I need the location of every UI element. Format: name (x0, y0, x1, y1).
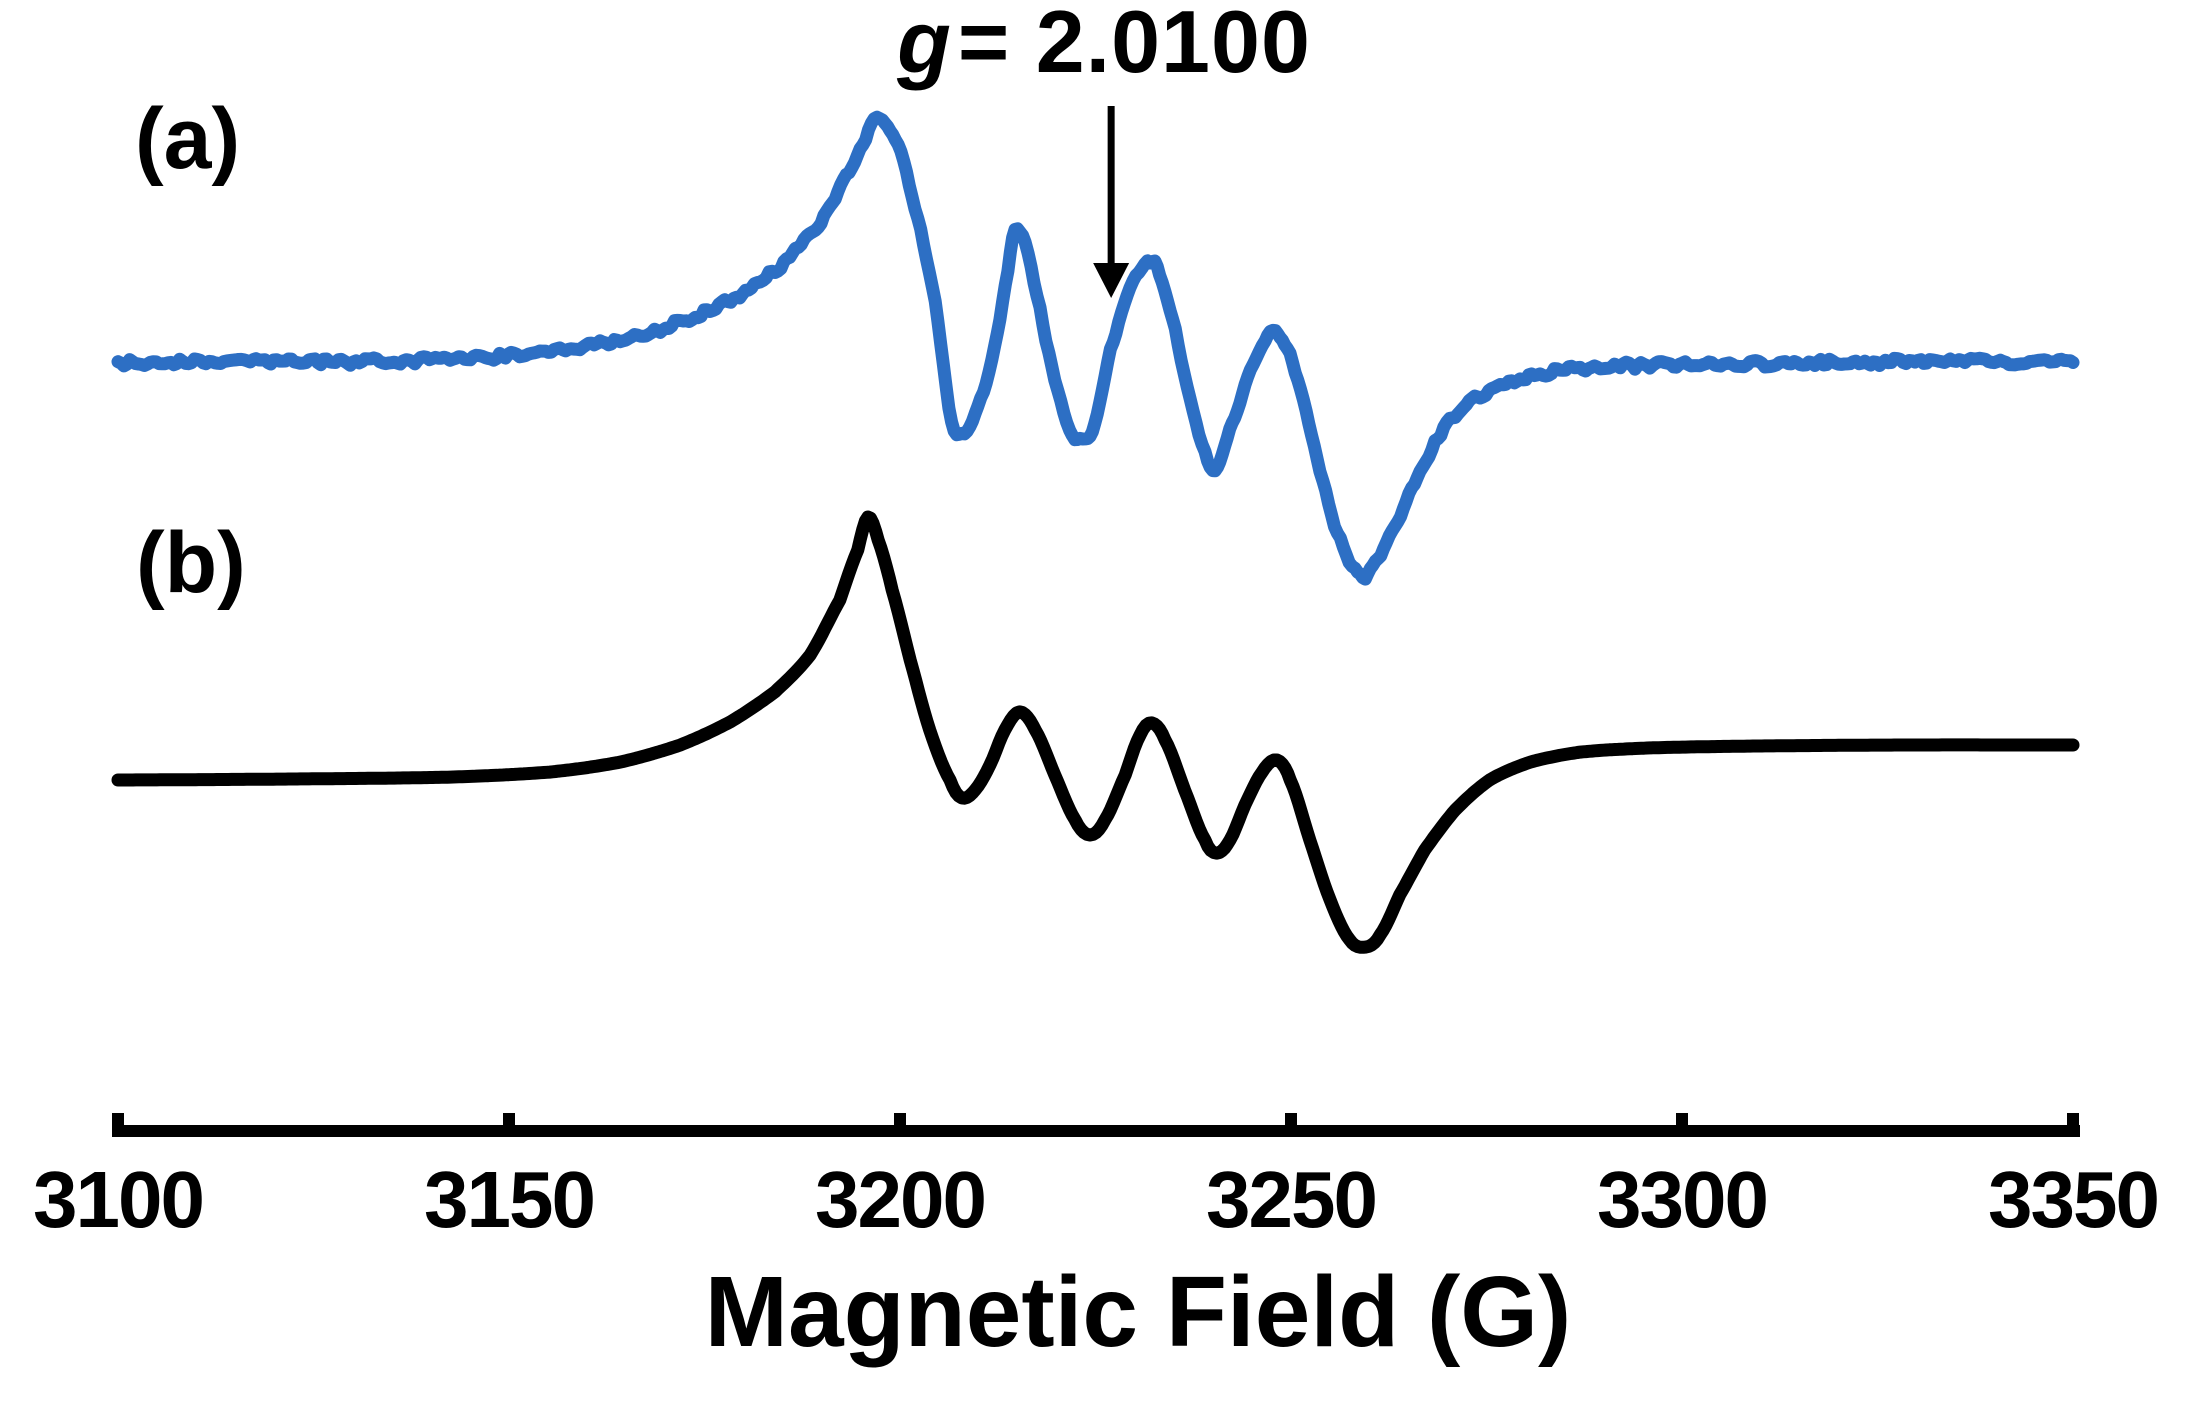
b-simulated-epr-spectrum-curve (111, 510, 2080, 954)
x-tick-label: 3300 (1597, 1155, 1769, 1244)
x-axis-title: Magnetic Field (G) (704, 1256, 1572, 1368)
g-symbol: g (897, 0, 952, 91)
x-tick-label: 3250 (1206, 1155, 1378, 1244)
x-tick-label: 3100 (33, 1155, 205, 1244)
a-experimental-epr-spectrum-curve (111, 110, 2080, 586)
x-tick-label: 3200 (815, 1155, 987, 1244)
panel-label-b: (b) (136, 515, 246, 611)
x-tick-label: 3350 (1988, 1155, 2160, 1244)
panel-label-a: (a) (135, 91, 241, 187)
g-value-text: = 2.0100 (957, 0, 1311, 91)
x-tick-label: 3150 (424, 1155, 596, 1244)
g-value-annotation: g= 2.0100 (897, 0, 1311, 86)
annotation-arrow-head (1093, 263, 1130, 298)
